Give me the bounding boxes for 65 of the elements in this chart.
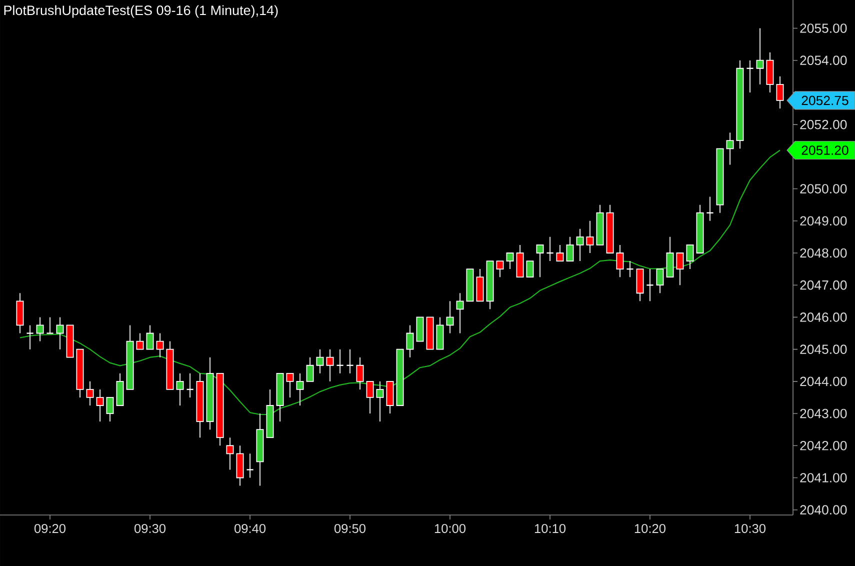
candlestick [376, 380, 384, 422]
candlestick [356, 356, 364, 390]
x-tick-label: 10:10 [534, 524, 566, 534]
y-tick-label: 2044.00 [800, 376, 847, 386]
x-tick-label: 09:20 [34, 524, 66, 534]
text: 2051.20 [802, 146, 848, 155]
line-series [19, 150, 781, 416]
y-tick-label: 2047.00 [800, 280, 847, 290]
candlestick [136, 332, 144, 350]
candlestick [406, 324, 414, 358]
candlestick [586, 220, 594, 254]
x-tick-label: 10:00 [434, 524, 466, 534]
candlestick [726, 132, 734, 166]
candlestick [226, 437, 234, 470]
candlestick [286, 372, 294, 398]
candlestick [536, 244, 544, 278]
candlestick [656, 268, 664, 294]
candlestick [36, 316, 44, 342]
text: 2052.75 [802, 96, 848, 106]
candlestick [496, 260, 504, 278]
y-tick-label: 2042.00 [800, 440, 847, 450]
candlestick [156, 332, 164, 358]
candlestick [106, 397, 114, 422]
candlestick [86, 380, 94, 406]
candlestick [446, 300, 454, 334]
y-tick-label: 2054.00 [800, 56, 847, 66]
x-tick-label: 10:30 [734, 524, 766, 534]
candlestick [576, 228, 584, 262]
y-tick-label: 2046.00 [800, 312, 847, 322]
candlestick [556, 244, 564, 262]
candlestick [616, 244, 624, 278]
x-tick-label: 10:20 [634, 524, 666, 534]
candlestick [326, 348, 334, 382]
candlestick [46, 316, 54, 334]
candlestick [676, 252, 684, 286]
y-tick-label: 2040.00 [800, 505, 847, 515]
candlestick [56, 316, 64, 350]
candlestick [316, 348, 324, 374]
y-tick-label: 2050.00 [800, 184, 847, 194]
candlestick [456, 292, 464, 334]
y-tick-label: 2052.00 [800, 120, 847, 130]
chart-title: PlotBrushUpdateTest(ES 09-16 (1 Minute),14) [4, 5, 278, 18]
candlestick [776, 76, 784, 109]
candlestick [366, 380, 374, 414]
candlestick [146, 324, 154, 350]
candlestick [686, 244, 694, 270]
y-tick-label: 2043.00 [800, 408, 847, 418]
y-tick-label: 2041.00 [800, 473, 847, 482]
candlestick [246, 453, 254, 478]
y-tick-label: 2049.00 [800, 216, 847, 226]
x-tick-label: 09:40 [234, 524, 266, 534]
y-tick-label: 2045.00 [800, 344, 847, 354]
candlestick [526, 260, 534, 278]
candlestick [296, 372, 304, 406]
candlestick [506, 252, 514, 270]
x-tick-label: 09:50 [334, 524, 366, 534]
y-tick-label: 2048.00 [800, 248, 847, 258]
candlestick [176, 372, 184, 406]
y-tick-label: 2055.00 [800, 24, 847, 33]
x-tick-label: 09:30 [134, 524, 166, 534]
candlestick [566, 236, 574, 262]
candlestick [26, 324, 34, 350]
candlestick [756, 28, 764, 85]
candlestick [96, 388, 104, 422]
candlestick [306, 356, 314, 382]
